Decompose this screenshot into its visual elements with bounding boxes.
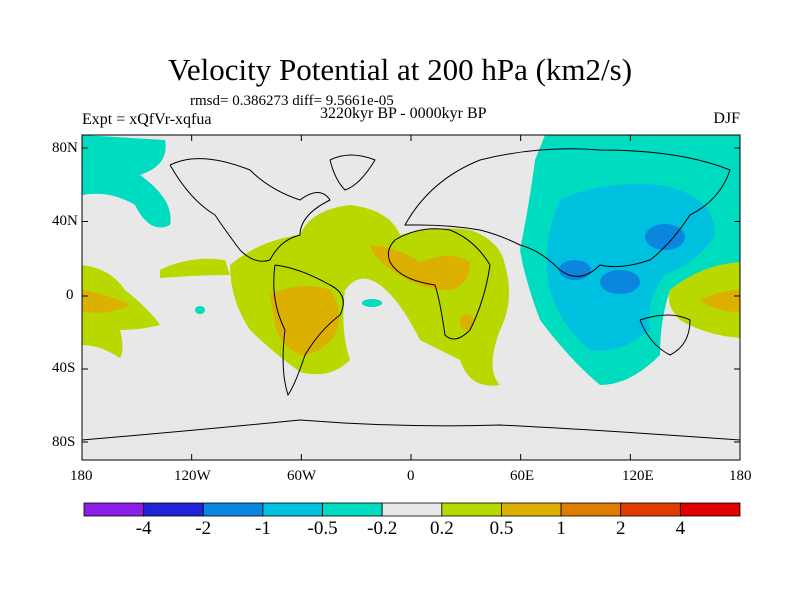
colorbar-label: 4 xyxy=(675,518,686,539)
lat-label-0: 0 xyxy=(66,287,74,303)
colorbar-box xyxy=(679,502,741,517)
contour-orange-samerica xyxy=(270,286,339,355)
lon-label-60w: 60W xyxy=(287,468,317,484)
lat-label-40n: 40N xyxy=(52,213,78,229)
contour-orange-west xyxy=(82,290,130,313)
contour-orange-safrica xyxy=(460,314,474,330)
period-label: 3220kyr BP - 0000kyr BP xyxy=(320,105,487,122)
lat-label-80s: 80S xyxy=(52,434,76,450)
contour-teal-nw xyxy=(82,135,171,228)
colorbar xyxy=(83,502,741,517)
colorbar-box xyxy=(501,502,562,517)
lon-label-120w: 120W xyxy=(174,468,211,484)
colorbar-box xyxy=(322,502,383,517)
map-field xyxy=(82,135,740,460)
contour-green-pacific xyxy=(160,258,230,278)
contour-orange-east xyxy=(700,290,740,312)
colorbar-label: -0.2 xyxy=(367,518,398,539)
contour-darkblue-japan xyxy=(645,224,685,250)
contour-darkblue-india xyxy=(559,260,591,280)
colorbar-label: -4 xyxy=(135,518,152,539)
stats-text: rmsd= 0.386273 diff= 9.5661e-05 xyxy=(190,93,394,109)
experiment-label: Expt = xQfVr-xqfua xyxy=(82,111,212,128)
colorbar-label: 1 xyxy=(556,518,566,539)
lon-label-60e: 60E xyxy=(510,468,535,484)
colorbar-box xyxy=(202,502,264,517)
colorbar-box xyxy=(560,502,622,517)
colorbar-box xyxy=(620,502,681,517)
colorbar-label: 2 xyxy=(615,518,626,539)
season-label: DJF xyxy=(713,110,740,127)
colorbar-box xyxy=(262,502,323,517)
colorbar-label: -0.5 xyxy=(307,518,338,539)
contour-orange-africa xyxy=(370,245,470,290)
colorbar-box xyxy=(441,502,502,517)
lat-label-80n: 80N xyxy=(52,140,78,156)
colorbar-label: -1 xyxy=(254,518,271,539)
coastlines xyxy=(82,148,740,441)
axis-ticks xyxy=(81,135,741,460)
colorbar-label: 0.2 xyxy=(429,518,454,539)
lon-label-180e: 180 xyxy=(729,468,752,484)
colorbar-box xyxy=(381,502,443,517)
lon-label-120e: 120E xyxy=(622,468,654,484)
contour-green-west xyxy=(82,265,160,358)
colorbar-box xyxy=(83,502,145,517)
lon-label-0: 0 xyxy=(407,468,415,484)
plot-title: Velocity Potential at 200 hPa (km2/s) xyxy=(167,52,633,87)
contour-darkblue-indonesia xyxy=(600,270,640,294)
lat-label-40s: 40S xyxy=(52,360,76,376)
lon-label-180w: 180 xyxy=(70,468,93,484)
colorbar-label: -2 xyxy=(195,518,212,539)
contour-teal-pacific xyxy=(195,306,205,314)
colorbar-label: 0.5 xyxy=(489,518,514,539)
contour-teal-atlantic xyxy=(362,299,382,307)
colorbar-box xyxy=(143,502,204,517)
